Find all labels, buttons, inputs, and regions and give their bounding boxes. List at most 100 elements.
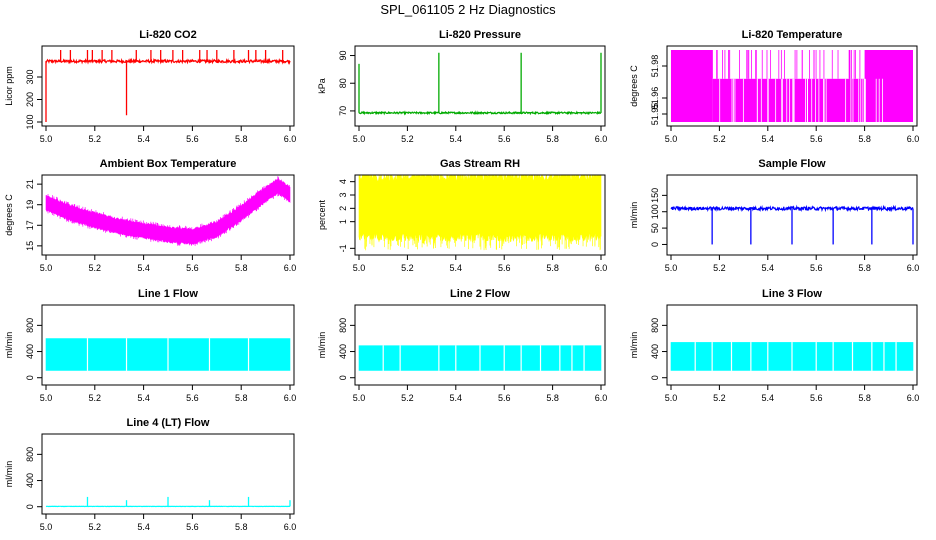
chart-title: Li-820 Temperature [742,29,843,41]
chart-rh: Gas Stream RH percent 5.0 5.2 5.4 5.6 5.8 6.0 -1… [317,158,607,273]
x-tick-label: 5.4 [762,134,775,144]
x-tick-label: 5.2 [713,263,726,273]
x-tick-label: 5.8 [235,522,248,532]
x-tick-label: 6.0 [907,393,920,403]
y-tick-label: 100 [650,204,660,219]
page-title: SPL_061105 2 Hz Diagnostics [380,2,556,17]
chart-title: Ambient Box Temperature [100,158,237,170]
x-tick-label: 5.8 [235,263,248,273]
x-tick-label: 5.6 [810,134,823,144]
y-tick-label: 90 [338,51,348,61]
x-tick-label: 5.2 [713,134,726,144]
x-tick-label: 5.2 [401,393,414,403]
plot-frame [666,304,918,386]
plot-area [45,338,291,371]
plot-area [45,176,291,246]
chart-title: Li-820 CO2 [139,29,196,41]
plot-frame [354,174,606,256]
x-tick-label: 5.8 [546,134,559,144]
chart-temperature: Li-820 Temperature degrees C 5.0 5.2 5.4 5.6 5… [629,29,919,144]
plot-frame [41,174,295,256]
x-tick-label: 5.6 [498,263,511,273]
x-tick-label: 5.6 [498,134,511,144]
chart-title: Sample Flow [758,158,826,170]
y-tick-label: 50 [650,223,660,233]
y-axis-label: degrees C [4,194,14,236]
y-tick-label: 800 [25,447,35,462]
x-tick-label: 5.8 [858,393,871,403]
x-tick-label: 5.0 [40,134,53,144]
y-tick-label: 0 [338,375,348,380]
y-axis-label: ml/min [4,332,14,359]
x-tick-label: 5.0 [40,522,53,532]
plot-area [45,50,291,122]
plot-area [358,345,602,371]
y-tick-label: 70 [338,106,348,116]
band-segment [864,50,913,122]
x-tick-label: 5.4 [137,522,150,532]
y-axis-label: ml/min [629,202,639,229]
y-tick-label: 0 [650,242,660,247]
chart-line2: Line 2 Flow ml/min 5.0 5.2 5.4 5.6 5.8 6.0 0 400 8… [317,288,607,403]
plot-frame [354,45,606,127]
x-tick-label: 6.0 [595,393,608,403]
y-tick-label: 800 [650,318,660,333]
plot-area [671,50,913,122]
x-tick-label: 5.8 [235,134,248,144]
y-tick-label: 100 [25,114,35,129]
y-axis-label: percent [317,199,327,230]
y-tick-label: 400 [25,344,35,359]
x-tick-label: 5.0 [40,393,53,403]
y-axis-label: kPa [317,78,327,94]
x-tick-label: 5.8 [235,393,248,403]
series-line [358,110,602,116]
x-tick-label: 5.6 [186,134,199,144]
chart-line4: Line 4 (LT) Flow ml/min 5.0 5.2 5.4 5.6 5.8 6.0… [4,417,296,532]
plot-area [670,342,914,371]
x-tick-label: 5.0 [353,263,366,273]
x-tick-label: 5.6 [498,393,511,403]
x-tick-label: 6.0 [907,263,920,273]
x-tick-label: 5.2 [401,134,414,144]
x-tick-label: 5.4 [762,393,775,403]
chart-title: Line 3 Flow [762,288,822,300]
x-tick-label: 5.0 [665,263,678,273]
y-tick-label: 0 [25,504,35,509]
y-tick-label: 0 [25,375,35,380]
x-tick-label: 5.6 [810,393,823,403]
y-tick-label: 800 [25,318,35,333]
x-tick-label: 5.8 [858,263,871,273]
y-tick-label: 3 [338,192,348,197]
x-tick-label: 5.4 [137,393,150,403]
x-tick-label: 5.0 [40,263,53,273]
y-tick-label: 1 [338,219,348,224]
chart-ambient: Ambient Box Temperature degrees C 5.0 5.2 5.… [4,158,296,273]
plot-frame [666,45,918,127]
x-tick-label: 5.2 [89,522,102,532]
x-tick-label: 5.0 [353,134,366,144]
y-tick-label: 80 [338,78,348,88]
chart-title: Line 4 (LT) Flow [127,417,210,429]
chart-title: Li-820 Pressure [439,29,521,41]
band-segment [671,50,713,122]
x-tick-label: 5.4 [450,263,463,273]
x-tick-label: 5.2 [89,393,102,403]
y-tick-label: 15 [25,241,35,251]
plot-area [670,204,914,245]
y-tick-label: 400 [650,344,660,359]
chart-co2: Li-820 CO2 Licor ppm 5.0 5.2 5.4 5.6 5.8 6.0 100… [4,29,296,144]
plot-frame [41,304,295,386]
plot-area [45,496,291,508]
x-tick-label: 5.2 [89,134,102,144]
x-tick-label: 5.6 [810,263,823,273]
y-axis-label: ml/min [4,461,14,488]
y-axis-label: ml/min [317,332,327,359]
chart-pressure: Li-820 Pressure kPa 5.0 5.2 5.4 5.6 5.8 6.0 70 80… [317,29,607,144]
chart-line3: Line 3 Flow ml/min 5.0 5.2 5.4 5.6 5.8 6.0 0 400 8… [629,288,919,403]
plot-frame [354,304,606,386]
y-tick-label: 150 [650,188,660,203]
x-tick-label: 5.2 [89,263,102,273]
x-tick-label: 5.4 [450,134,463,144]
x-tick-label: 6.0 [595,134,608,144]
